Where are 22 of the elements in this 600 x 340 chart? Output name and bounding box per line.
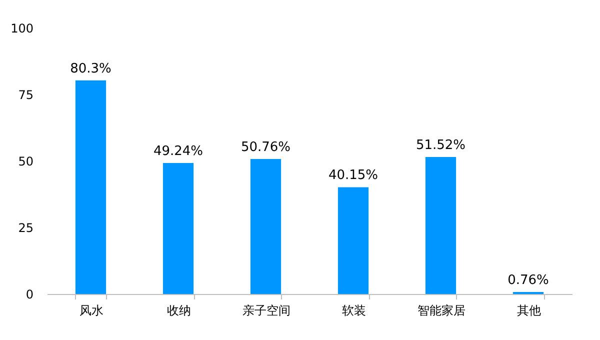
y-tick-label: 100 bbox=[10, 22, 34, 36]
x-tick-label: 风水 bbox=[79, 304, 104, 318]
x-tick-label: 亲子空间 bbox=[242, 304, 290, 318]
x-tick-label: 其他 bbox=[516, 304, 541, 318]
y-tick-label: 0 bbox=[26, 288, 34, 302]
data-label: 40.15% bbox=[328, 168, 378, 184]
data-label: 51.52% bbox=[416, 138, 466, 153]
bar bbox=[425, 156, 456, 294]
data-label: 80.3% bbox=[70, 61, 112, 76]
y-tick-label: 50 bbox=[18, 154, 34, 168]
data-label: 0.76% bbox=[508, 272, 549, 288]
x-tick-label: 软装 bbox=[342, 304, 366, 318]
data-label: 49.24% bbox=[153, 144, 204, 160]
bar bbox=[75, 80, 106, 294]
x-tick-label: 收纳 bbox=[166, 304, 191, 318]
bar bbox=[162, 163, 194, 294]
y-tick-label: 75 bbox=[18, 88, 34, 102]
bar bbox=[250, 158, 282, 294]
data-label: 50.76% bbox=[240, 140, 291, 155]
x-tick-label: 智能家居 bbox=[417, 304, 466, 318]
y-tick-label: 25 bbox=[18, 221, 34, 235]
bar bbox=[338, 187, 369, 294]
